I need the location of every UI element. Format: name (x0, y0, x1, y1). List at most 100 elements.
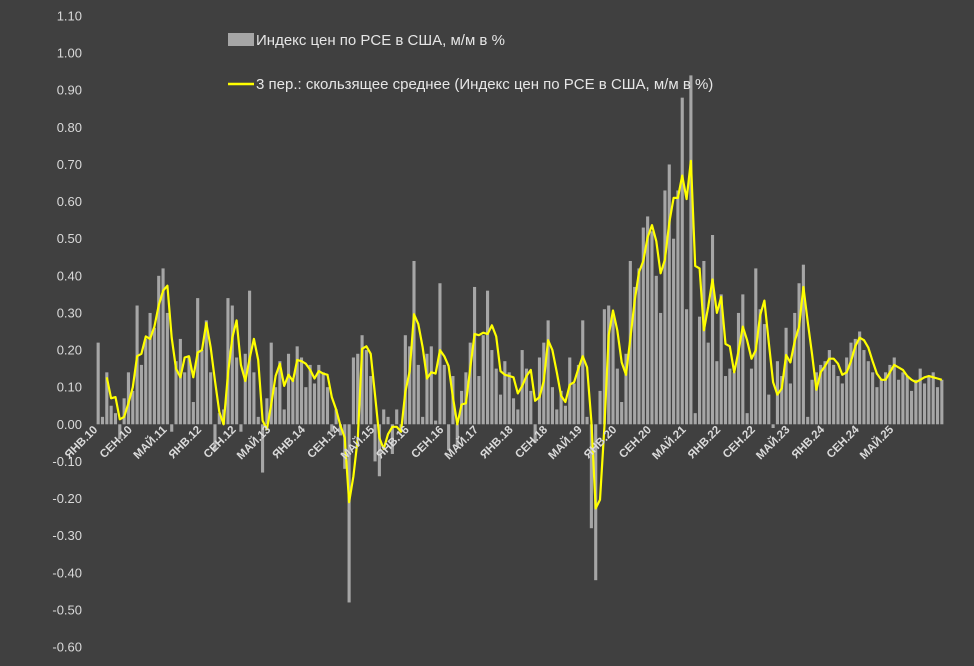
bar (135, 305, 139, 425)
bar (918, 368, 922, 425)
bar (425, 353, 429, 425)
bar (672, 238, 676, 425)
y-tick-label: 0.00 (57, 417, 82, 432)
bar (823, 361, 827, 425)
bar (685, 309, 689, 425)
y-tick-label: 0.20 (57, 343, 82, 358)
bar (888, 364, 892, 425)
bar (581, 320, 585, 425)
x-tick-label: МАЙ.11 (131, 423, 170, 462)
bar (217, 413, 221, 425)
bar (118, 424, 122, 440)
bar (589, 424, 593, 529)
bar (533, 424, 537, 443)
bar (235, 357, 239, 425)
bar (615, 368, 619, 425)
x-tick-label: МАЙ.19 (546, 423, 585, 462)
bar (338, 424, 343, 436)
bar (131, 390, 135, 425)
x-tick-label: МАЙ.23 (754, 423, 793, 462)
legend-line-label: 3 пер.: скользящее среднее (Индекс цен п… (256, 76, 713, 93)
y-tick-label: -0.20 (52, 491, 82, 506)
bar (494, 368, 498, 425)
x-tick-label: СЕН.20 (617, 424, 654, 461)
bar (858, 331, 862, 425)
bar (113, 413, 118, 425)
bar (511, 398, 516, 425)
legend-bar-label: Индекс цен по PCE в США, м/м в % (256, 32, 505, 49)
x-tick-label: СЕН.16 (409, 424, 446, 461)
bar (373, 424, 377, 462)
y-tick-label: 0.40 (57, 268, 82, 283)
y-tick-label: -0.60 (52, 640, 82, 655)
bar (524, 368, 529, 425)
y-tick-label: 1.10 (57, 9, 82, 24)
x-axis-ticks: ЯНВ.10СЕН.10МАЙ.11ЯНВ.12СЕН.12МАЙ.13ЯНВ.… (63, 423, 897, 462)
x-tick-label: СЕН.10 (98, 424, 135, 461)
bar (706, 342, 710, 425)
bar (810, 379, 814, 425)
bar (139, 364, 143, 425)
bar (845, 357, 849, 425)
y-axis-ticks: 1.10 1.00 0.90 0.80 0.70 0.60 0.50 0.40 0.30 0.20… (52, 9, 82, 655)
x-tick-label: СЕН.22 (721, 424, 758, 461)
bar (105, 372, 109, 425)
bar (897, 379, 901, 425)
bar (585, 416, 589, 425)
bar (187, 357, 191, 425)
bar (395, 409, 399, 425)
bar (261, 424, 265, 473)
moving-average-series (105, 159, 943, 510)
bar (827, 350, 831, 425)
bar (304, 387, 308, 425)
bar (278, 361, 282, 425)
bar (633, 286, 637, 425)
bar (178, 338, 182, 425)
x-tick-label: ЯНВ.20 (582, 424, 619, 461)
x-tick-label: СЕН.14 (306, 423, 343, 460)
bar (200, 350, 204, 425)
bar (507, 372, 511, 425)
bar (273, 387, 278, 425)
bar (144, 338, 148, 425)
bar (607, 305, 611, 425)
bar (710, 234, 715, 425)
bar (256, 416, 260, 425)
bar (611, 316, 615, 425)
bar (481, 335, 485, 425)
bar (559, 390, 563, 425)
bar (931, 372, 935, 425)
bar (485, 290, 490, 425)
bar (516, 409, 520, 425)
bar (667, 164, 671, 425)
bar (442, 364, 446, 425)
bar (866, 361, 870, 425)
bar (806, 416, 810, 425)
bar (529, 390, 533, 425)
bar (576, 364, 580, 425)
bar (676, 190, 680, 425)
bar (654, 275, 658, 425)
bar (568, 357, 572, 425)
bar (239, 424, 243, 432)
bar (935, 387, 940, 425)
bar (377, 424, 381, 477)
bar (157, 275, 161, 425)
bar (555, 409, 559, 425)
bar (356, 353, 360, 425)
x-tick-label: СЕН.18 (513, 423, 550, 460)
bar (689, 75, 693, 425)
bar (637, 268, 641, 425)
bar (226, 298, 230, 425)
bar (840, 383, 844, 425)
x-tick-label: СЕН.12 (202, 424, 239, 461)
bar (646, 216, 650, 425)
bar (862, 350, 866, 425)
bar (308, 364, 312, 425)
bar (161, 268, 165, 425)
x-tick-label: ЯНВ.18 (478, 424, 516, 462)
bar (265, 398, 269, 425)
bar (849, 342, 853, 425)
bar (477, 376, 481, 425)
